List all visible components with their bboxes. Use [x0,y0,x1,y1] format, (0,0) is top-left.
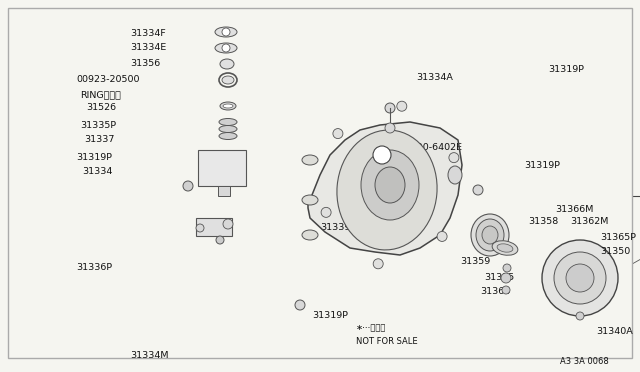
Text: ∗⋯未販売: ∗⋯未販売 [356,324,387,333]
Circle shape [295,300,305,310]
Text: 31319P: 31319P [76,153,112,161]
Circle shape [196,224,204,232]
Text: 31356: 31356 [130,58,160,67]
Circle shape [333,129,343,139]
Ellipse shape [219,125,237,132]
Text: 31362M: 31362M [570,218,609,227]
Circle shape [373,146,391,164]
Text: 31319P: 31319P [548,65,584,74]
Text: 31335P: 31335P [80,121,116,129]
Ellipse shape [302,230,318,240]
Ellipse shape [497,244,513,252]
Ellipse shape [220,59,234,69]
Circle shape [321,207,331,217]
Text: A3 3A 0068: A3 3A 0068 [560,357,609,366]
Text: 31364: 31364 [480,288,510,296]
Ellipse shape [476,219,504,251]
Ellipse shape [448,166,462,184]
Circle shape [385,103,395,113]
Ellipse shape [375,167,405,203]
Circle shape [473,185,483,195]
Circle shape [502,286,510,294]
Ellipse shape [337,130,437,250]
Circle shape [503,264,511,272]
Text: 31334: 31334 [82,167,113,176]
Text: 31334E: 31334E [130,44,166,52]
Text: 31358: 31358 [528,218,558,227]
Ellipse shape [215,27,237,37]
Ellipse shape [222,76,234,84]
Ellipse shape [219,132,237,140]
Circle shape [222,44,230,52]
Text: 31334A: 31334A [416,74,453,83]
Text: 31337: 31337 [84,135,115,144]
Circle shape [501,273,511,283]
Circle shape [223,219,233,229]
Text: 31359: 31359 [460,257,490,266]
Bar [198,150,246,186]
Text: 31365P: 31365P [600,234,636,243]
Text: °08120-6402E: °08120-6402E [394,144,462,153]
Text: 31339: 31339 [320,224,350,232]
Circle shape [222,28,230,36]
Circle shape [216,236,224,244]
Bar [218,186,230,196]
Ellipse shape [302,195,318,205]
Text: 31334F: 31334F [130,29,166,38]
Text: （2）: （2） [408,160,423,169]
Bar [196,218,232,236]
Polygon shape [308,122,462,255]
Text: 31526: 31526 [86,103,116,112]
Text: 00923-20500: 00923-20500 [76,76,140,84]
Circle shape [542,240,618,316]
Ellipse shape [302,155,318,165]
Text: NOT FOR SALE: NOT FOR SALE [356,337,418,346]
Text: 31319P: 31319P [312,311,348,320]
Circle shape [566,264,594,292]
Ellipse shape [220,102,236,110]
Ellipse shape [361,150,419,220]
Ellipse shape [471,214,509,256]
Ellipse shape [492,241,518,255]
Circle shape [437,231,447,241]
Text: RINGリング: RINGリング [80,90,121,99]
Text: 31336P: 31336P [76,263,112,273]
Bar [74,14,248,312]
Text: 31319P: 31319P [524,160,560,170]
Circle shape [397,101,407,111]
Circle shape [449,153,459,163]
Circle shape [183,181,193,191]
Circle shape [385,123,395,133]
Text: 31366M: 31366M [555,205,593,215]
Ellipse shape [482,226,498,244]
Text: 31334M: 31334M [130,350,168,359]
Ellipse shape [215,43,237,53]
Text: 31350: 31350 [600,247,630,257]
Ellipse shape [223,104,233,108]
Text: 31375: 31375 [484,273,515,282]
Circle shape [373,259,383,269]
Ellipse shape [219,119,237,125]
Text: B: B [379,151,385,160]
Circle shape [576,312,584,320]
Text: 31340A: 31340A [596,327,633,337]
Circle shape [554,252,606,304]
